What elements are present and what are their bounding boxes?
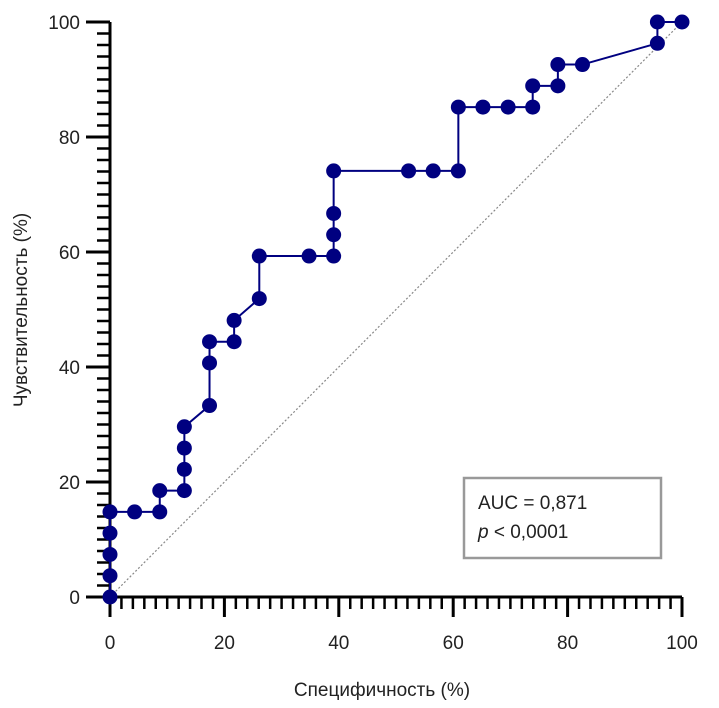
- roc-data-point: [450, 163, 466, 179]
- x-tick-label: 40: [328, 633, 349, 654]
- roc-data-point: [326, 248, 342, 264]
- y-tick-label: 40: [59, 358, 80, 379]
- roc-data-point: [475, 99, 491, 115]
- roc-data-point: [152, 504, 168, 520]
- roc-data-point: [102, 589, 118, 605]
- roc-data-point: [326, 227, 342, 243]
- roc-data-point: [251, 291, 267, 307]
- roc-data-point: [450, 99, 466, 115]
- x-tick-label: 80: [557, 633, 578, 654]
- roc-data-point: [649, 14, 665, 30]
- ticks: 0 20 40 60 80 100 0 20 40 60 80 100: [48, 13, 698, 654]
- roc-data-point: [176, 419, 192, 435]
- reference-line-layer: [109, 21, 683, 598]
- reference-diagonal-line: [109, 21, 683, 598]
- roc-data-point: [102, 568, 118, 584]
- roc-data-point: [574, 57, 590, 73]
- x-tick-label: 100: [666, 633, 698, 654]
- roc-data-point: [251, 248, 267, 264]
- roc-data-point: [674, 14, 690, 30]
- roc-data-point: [550, 57, 566, 73]
- roc-data-point: [176, 483, 192, 499]
- roc-data-point: [102, 525, 118, 541]
- roc-data-point: [176, 440, 192, 456]
- p-symbol: p: [477, 522, 489, 543]
- roc-data-point: [649, 35, 665, 51]
- roc-data-point: [500, 99, 516, 115]
- roc-data-point: [550, 78, 566, 94]
- roc-data-point: [226, 312, 242, 328]
- x-tick-label: 0: [105, 633, 116, 654]
- p-value-rest: < 0,0001: [489, 522, 569, 543]
- roc-data-point: [525, 78, 541, 94]
- roc-data-point: [202, 355, 218, 371]
- roc-data-point: [326, 163, 342, 179]
- roc-data-point: [102, 504, 118, 520]
- roc-data-point: [202, 334, 218, 350]
- x-axis-title: Специфичность (%): [294, 680, 470, 701]
- y-tick-label: 60: [59, 243, 80, 264]
- roc-data-point: [176, 461, 192, 477]
- roc-data-point: [152, 483, 168, 499]
- roc-data-point: [127, 504, 143, 520]
- roc-data-point: [425, 163, 441, 179]
- roc-data-point: [301, 248, 317, 264]
- y-tick-label: 80: [59, 128, 80, 149]
- roc-data-point: [102, 546, 118, 562]
- series-points-layer: [102, 14, 690, 605]
- p-value: p < 0,0001: [477, 522, 568, 543]
- y-axis-title: Чувствительность (%): [11, 213, 32, 407]
- x-tick-label: 20: [214, 633, 235, 654]
- roc-data-point: [525, 99, 541, 115]
- y-tick-label: 20: [59, 473, 80, 494]
- annotation-box: AUC = 0,871 p < 0,0001: [462, 476, 663, 560]
- auc-value: AUC = 0,871: [478, 493, 587, 514]
- roc-data-point: [326, 205, 342, 221]
- y-tick-label: 100: [48, 13, 80, 34]
- roc-data-point: [202, 398, 218, 414]
- annotation-border: [462, 476, 663, 560]
- roc-data-point: [401, 163, 417, 179]
- y-tick-label: 0: [69, 588, 80, 609]
- x-tick-label: 60: [443, 633, 464, 654]
- roc-data-point: [226, 334, 242, 350]
